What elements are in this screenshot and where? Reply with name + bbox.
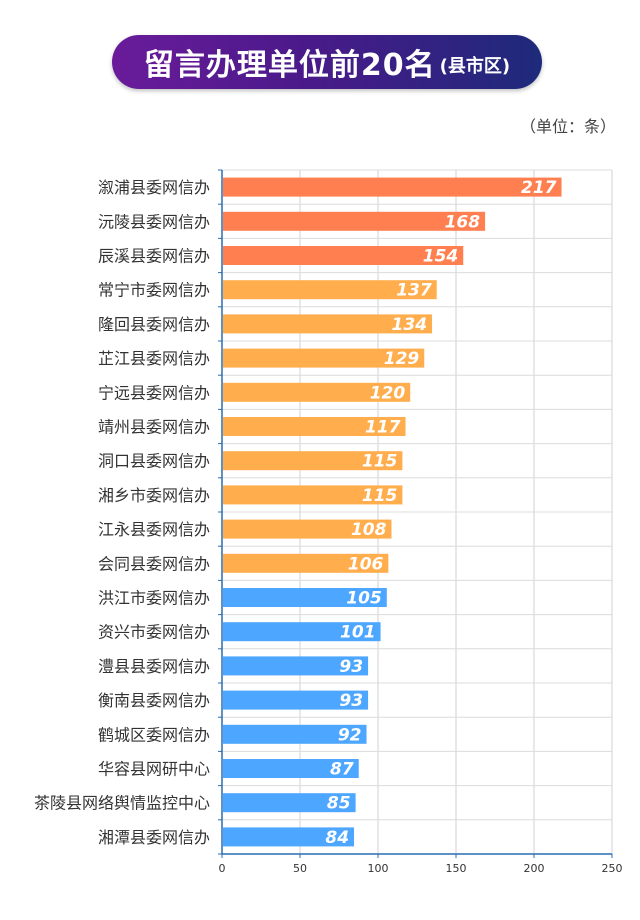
bar [223, 382, 411, 402]
data-label: 129 [384, 349, 420, 369]
data-label: 134 [392, 315, 428, 335]
data-label: 108 [351, 520, 387, 540]
data-label: 217 [521, 178, 557, 198]
data-label: 115 [362, 486, 398, 506]
category-label: 芷江县委网信办 [98, 349, 210, 368]
x-tick-label: 200 [524, 862, 545, 875]
category-label: 澧县县委网信办 [98, 657, 210, 676]
bar [223, 724, 367, 744]
bar [223, 553, 389, 573]
data-label: 117 [365, 418, 401, 438]
chart-subtitle: (县市区) [439, 56, 511, 77]
category-label: 洪江市委网信办 [98, 589, 210, 608]
category-label: 隆回县委网信办 [98, 315, 210, 334]
bar [223, 348, 425, 368]
bar [223, 690, 369, 710]
bar [223, 451, 403, 471]
bar [223, 211, 486, 231]
x-tick-label: 0 [219, 862, 226, 875]
bar [223, 759, 359, 778]
unit-label: （单位：条） [519, 117, 616, 136]
data-label: 92 [338, 725, 362, 745]
bar [223, 588, 387, 607]
bar [223, 314, 433, 334]
bar [223, 793, 356, 813]
data-label: 154 [423, 247, 459, 267]
x-tick-label: 50 [293, 862, 307, 875]
category-label: 湘乡市委网信办 [98, 486, 210, 505]
bar [223, 622, 381, 642]
bar [223, 417, 406, 436]
bar [223, 177, 562, 197]
bar [223, 519, 392, 539]
data-label: 84 [325, 828, 349, 848]
category-label: 湘潭县委网信办 [98, 828, 210, 847]
category-label: 华容县网研中心 [98, 760, 210, 779]
chart-title: 留言办理单位前20名 [143, 48, 436, 83]
data-label: 168 [445, 212, 481, 232]
data-label: 137 [396, 281, 432, 301]
bar [223, 246, 464, 265]
x-tick-label: 100 [368, 862, 389, 875]
category-label: 茶陵县网络舆情监控中心 [34, 794, 210, 813]
bar [223, 280, 437, 300]
data-label: 115 [362, 452, 398, 472]
data-label: 105 [346, 589, 382, 609]
data-label: 93 [339, 657, 363, 677]
category-label: 常宁市委网信办 [98, 281, 210, 300]
category-label: 江永县委网信办 [98, 520, 210, 539]
bar [223, 485, 403, 505]
category-label: 衡南县委网信办 [98, 691, 210, 710]
bar [223, 827, 355, 847]
data-label: 101 [340, 623, 376, 643]
data-label: 85 [327, 794, 351, 814]
category-label: 洞口县委网信办 [98, 452, 210, 471]
category-label: 鹤城区委网信办 [98, 725, 210, 744]
category-label: 靖州县委网信办 [98, 418, 210, 437]
category-label: 辰溪县委网信办 [98, 247, 210, 266]
chart-title-banner: 留言办理单位前20名 (县市区) [112, 35, 542, 89]
data-label: 87 [330, 760, 354, 780]
data-label: 93 [339, 691, 363, 711]
data-label: 106 [348, 554, 384, 574]
category-label: 资兴市委网信办 [98, 623, 210, 642]
x-tick-label: 150 [446, 862, 467, 875]
bar [223, 656, 369, 676]
category-label: 宁远县委网信办 [98, 383, 210, 402]
category-label: 溆浦县委网信办 [98, 178, 210, 197]
category-label: 沅陵县委网信办 [98, 212, 210, 231]
x-tick-label: 250 [602, 862, 623, 875]
data-label: 120 [370, 383, 406, 403]
category-label: 会同县委网信办 [98, 554, 210, 573]
